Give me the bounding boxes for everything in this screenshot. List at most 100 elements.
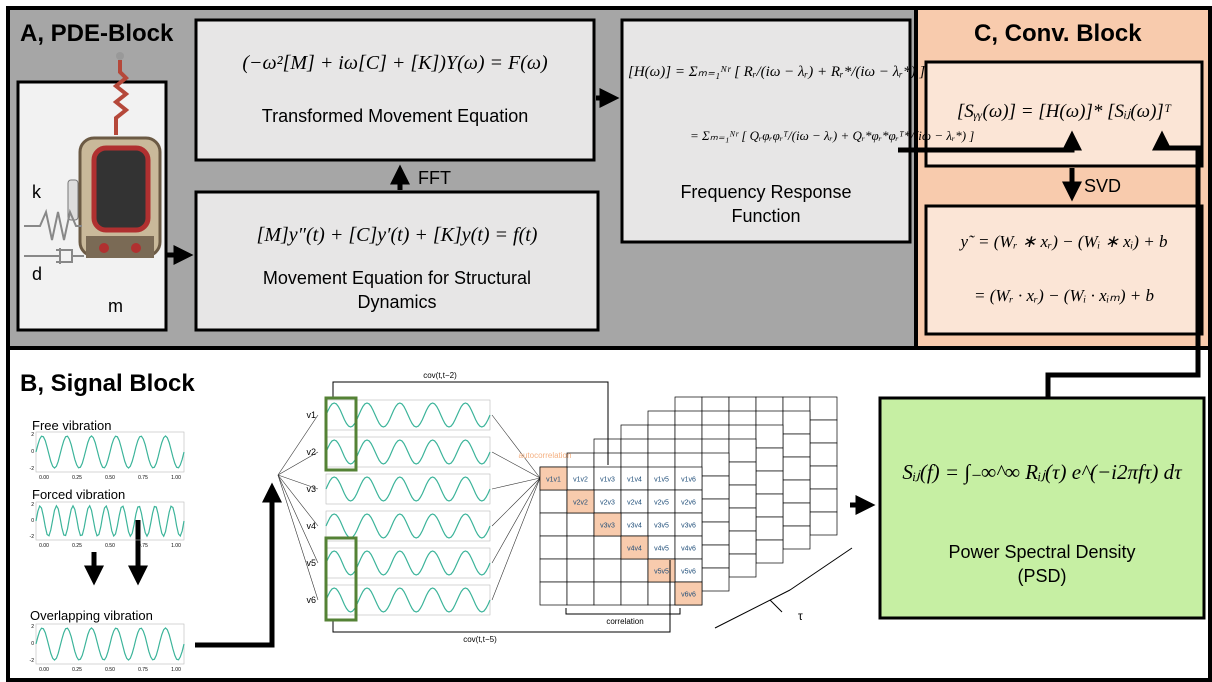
matrix-cell (566, 535, 595, 560)
plot-title: Free vibration (32, 418, 112, 433)
channel-label: v2 (306, 447, 316, 457)
matrix-cell (755, 516, 784, 541)
correlation-matrix: v1v1 v1v2 v1v3 v1v4 v1v5 v1v6 v2v2 v2v3 v2v4 v2v5… (539, 396, 838, 606)
matrix-cell (620, 581, 649, 606)
waveform (35, 435, 185, 469)
matrix-cell (539, 512, 568, 537)
x-tick-label: 0.25 (72, 667, 82, 673)
matrix-label: v5v5 (654, 569, 669, 576)
matrix-cell (701, 521, 730, 546)
tau-label: τ (798, 609, 803, 623)
matrix-cell (809, 396, 838, 421)
tau-bracket (714, 547, 853, 629)
arrow (195, 482, 282, 648)
autocorrelation-label: autocorrelation (519, 451, 572, 460)
connector (491, 477, 541, 564)
mass-label: m (108, 296, 123, 316)
waveform (325, 513, 491, 539)
y-tick-label: -2 (30, 658, 35, 664)
matrix-cell (566, 512, 595, 537)
x-tick-label: 0.25 (72, 475, 82, 481)
equation: = (Wᵣ · xᵣ) − (Wᵢ · xᵢₘ) + b (973, 286, 1155, 305)
matrix-label: v4v6 (681, 546, 696, 553)
panel-title: B, Signal Block (20, 370, 195, 397)
matrix-cell (782, 456, 811, 481)
matrix-label: v2v5 (654, 500, 669, 507)
matrix-cell (782, 410, 811, 435)
equation: = Σₘ₌₁ᴺʳ [ Qᵣφᵣφᵣᵀ/(iω − λᵣ) + Qᵣ*φᵣ*φᵣᵀ… (690, 128, 975, 143)
box-label: Frequency Response Function (680, 182, 852, 226)
panel-title: C, Conv. Block (974, 20, 1142, 47)
equation: (−ω²[M] + iω[C] + [K])Y(ω) = F(ω) (242, 52, 548, 74)
box-label: Movement Equation for Structural Dynamic… (262, 268, 532, 312)
y-tick-label: 0 (31, 449, 34, 455)
matrix-cell (647, 581, 676, 606)
channel-label: v5 (306, 558, 316, 568)
matrix-cell (701, 544, 730, 569)
matrix-label: v1v3 (600, 477, 615, 484)
matrix-label: v2v6 (681, 500, 696, 507)
waveform (325, 587, 491, 613)
x-tick-label: 0.00 (39, 667, 49, 673)
channel-label: v3 (306, 484, 316, 494)
connector (277, 474, 319, 601)
matrix-cell (809, 465, 838, 490)
waveform (325, 439, 491, 465)
matrix-cell (809, 488, 838, 513)
highlight (324, 536, 358, 622)
matrix-cell (701, 452, 730, 477)
matrix-label: v2v2 (573, 500, 588, 507)
matrix-label: v6v6 (681, 592, 696, 599)
spring-label: k (32, 182, 41, 202)
fft-label: FFT (418, 168, 451, 188)
panel-title: A, PDE-Block (20, 20, 174, 47)
matrix-label: v4v4 (627, 546, 642, 553)
cov-bracket (332, 381, 609, 465)
matrix-label: v3v6 (681, 523, 696, 530)
matrix-label: v4v5 (654, 546, 669, 553)
box-label: Power Spectral Density (PSD) (948, 542, 1136, 586)
matrix-cell (539, 581, 568, 606)
diagonal-cell (674, 581, 703, 606)
x-tick-label: 0.75 (138, 667, 148, 673)
arrow (898, 130, 1082, 153)
matrix-cell (566, 558, 595, 583)
matrix-label: v2v3 (600, 500, 615, 507)
matrix-cell (566, 581, 595, 606)
x-tick-label: 0.75 (138, 475, 148, 481)
matrix-cell (701, 475, 730, 500)
correlation-bracket (565, 608, 681, 615)
brackets (332, 381, 853, 633)
matrix-label: v5v6 (681, 569, 696, 576)
matrix-cell (728, 438, 757, 463)
connector (277, 451, 319, 476)
connector (277, 414, 319, 476)
matrix-cell (728, 507, 757, 532)
matrix-cell (755, 447, 784, 472)
matrix-label: v1v6 (681, 477, 696, 484)
arrows (84, 88, 1201, 648)
equation: y˜ = (Wᵣ ∗ xᵣ) − (Wᵢ ∗ xᵢ) + b (960, 232, 1168, 251)
y-tick-label: 0 (31, 641, 34, 647)
box-label: Transformed Movement Equation (261, 106, 529, 126)
movement-box (194, 190, 600, 332)
x-tick-label: 0.50 (105, 543, 115, 549)
matrix-label: v2v4 (627, 500, 642, 507)
matrix-cell (809, 442, 838, 467)
matrix-cell (593, 581, 622, 606)
diagonal-cell (620, 535, 649, 560)
matrix-cell (755, 493, 784, 518)
cov-bracket (332, 560, 671, 633)
matrix-cell (593, 558, 622, 583)
matrix-cell (620, 558, 649, 583)
x-tick-label: 0.00 (39, 475, 49, 481)
arrow (1045, 130, 1201, 398)
frf-box (620, 18, 912, 244)
svd-label: SVD (1084, 176, 1122, 196)
channel-label: v4 (306, 521, 316, 531)
connector (277, 474, 319, 527)
connector (491, 414, 541, 479)
matrix-cell (728, 461, 757, 486)
matrix-cell (755, 539, 784, 564)
